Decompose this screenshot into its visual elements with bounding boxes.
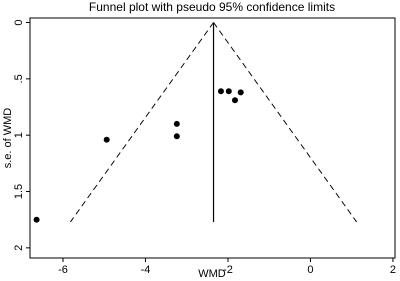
x-tick-label: -2: [223, 264, 233, 276]
data-point: [103, 136, 110, 143]
plot-frame: [29, 17, 396, 259]
y-tick-label: .5: [13, 74, 25, 83]
data-point: [217, 88, 224, 95]
data-point: [173, 133, 180, 140]
x-tick-label: -6: [58, 264, 68, 276]
y-tick-label: 1: [13, 132, 25, 138]
confidence-limit: [213, 22, 358, 223]
data-point: [237, 89, 244, 96]
x-axis-label: WMD: [198, 268, 226, 280]
x-tick-label: 0: [307, 264, 313, 276]
y-axis-label: s.e. of WMD: [2, 108, 14, 169]
data-point: [225, 88, 232, 95]
y-tick-label: 0: [13, 19, 25, 25]
chart-title: Funnel plot with pseudo 95% confidence l…: [89, 0, 335, 14]
y-tick-label: 1.5: [13, 184, 25, 199]
x-tick-label: -4: [141, 264, 151, 276]
y-tick-label: 2: [13, 245, 25, 251]
data-point: [173, 120, 180, 127]
data-point: [231, 97, 238, 104]
x-tick-label: 2: [390, 264, 396, 276]
data-point: [33, 216, 40, 223]
confidence-limit: [70, 22, 214, 223]
